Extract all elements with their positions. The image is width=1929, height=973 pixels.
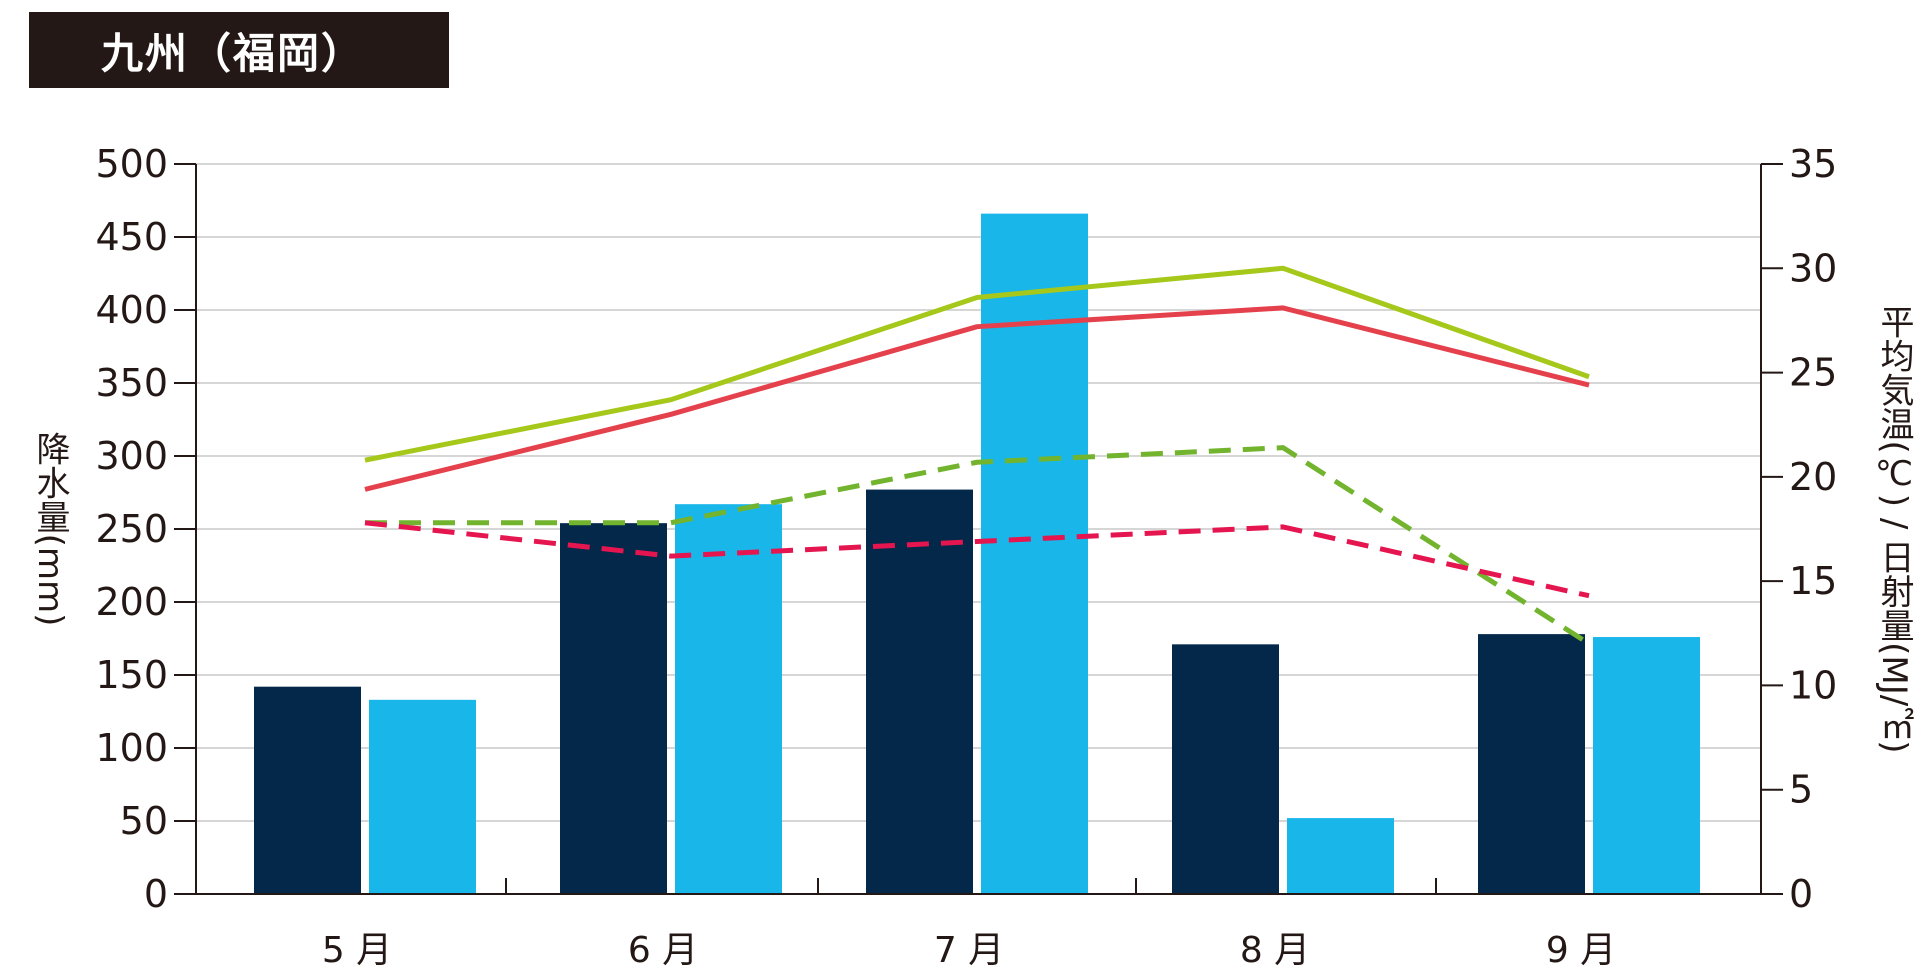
right-tick-label: 10 <box>1789 663 1837 707</box>
bar-light <box>675 504 782 894</box>
bar-light <box>369 699 476 894</box>
bar-dark <box>866 489 973 894</box>
left-tick-label: 400 <box>95 288 168 332</box>
bar-dark <box>1172 644 1279 894</box>
right-tick-label: 25 <box>1789 351 1837 395</box>
category-label: 6 月 <box>628 930 698 971</box>
left-tick-label: 50 <box>120 799 168 843</box>
category-label: 5 月 <box>322 930 392 971</box>
series-line-dash_red <box>364 520 1590 599</box>
left-tick-label: 200 <box>95 580 168 624</box>
series-line-line_green <box>364 265 1590 463</box>
gridlines <box>196 163 1761 822</box>
bar-dark <box>560 523 667 894</box>
left-tick-label: 0 <box>144 872 168 916</box>
bars <box>254 213 1700 894</box>
right-axis-title: 平均気温(℃) / 日射量(MJ/㎡) <box>1874 305 1914 754</box>
left-tick-label: 150 <box>95 653 168 697</box>
bar-dark <box>1478 634 1585 894</box>
category-label: 9 月 <box>1546 930 1616 971</box>
bar-dark <box>254 686 361 894</box>
labels: 0 50 100 150 200 250 300 350 400 450 500 0 5 10 15 20 25… <box>30 142 1914 971</box>
bar-light <box>981 213 1088 894</box>
right-tick-label: 20 <box>1789 455 1837 499</box>
series-line-line_red <box>364 305 1590 492</box>
right-tick-label: 30 <box>1789 246 1837 290</box>
category-label: 7 月 <box>934 930 1004 971</box>
left-tick-label: 250 <box>95 507 168 551</box>
category-label: 8 月 <box>1240 930 1310 971</box>
left-tick-label: 450 <box>95 215 168 259</box>
right-tick-label: 5 <box>1789 768 1813 812</box>
left-tick-label: 100 <box>95 726 168 770</box>
axes <box>174 163 1783 895</box>
series-line-dash_green <box>365 445 1591 646</box>
left-tick-label: 350 <box>95 361 168 405</box>
right-tick-label: 35 <box>1789 142 1837 186</box>
right-tick-label: 15 <box>1789 559 1837 603</box>
chart-title: 九州（福岡） <box>29 12 449 88</box>
left-tick-label: 300 <box>95 434 168 478</box>
left-tick-label: 500 <box>95 142 168 186</box>
left-axis-title: 降水量(mm) <box>30 432 70 627</box>
lines <box>364 265 1591 646</box>
bar-light <box>1287 818 1394 894</box>
bar-light <box>1593 637 1700 894</box>
right-tick-label: 0 <box>1789 872 1813 916</box>
